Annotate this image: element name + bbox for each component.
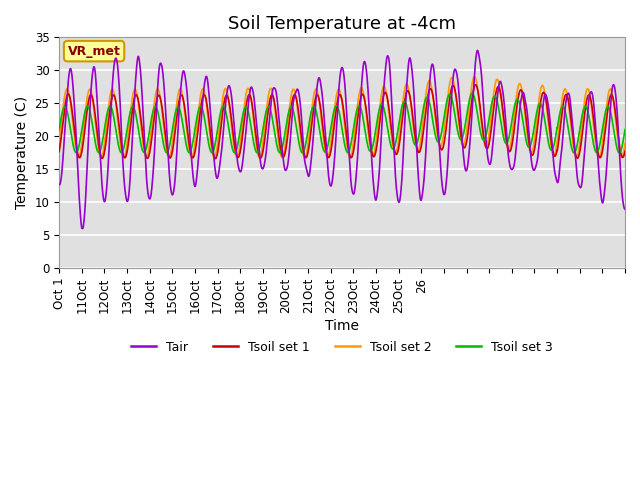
Title: Soil Temperature at -4cm: Soil Temperature at -4cm bbox=[228, 15, 456, 33]
Text: VR_met: VR_met bbox=[68, 45, 120, 58]
X-axis label: Time: Time bbox=[325, 319, 359, 333]
Y-axis label: Temperature (C): Temperature (C) bbox=[15, 96, 29, 209]
Legend: Tair, Tsoil set 1, Tsoil set 2, Tsoil set 3: Tair, Tsoil set 1, Tsoil set 2, Tsoil se… bbox=[126, 336, 558, 359]
